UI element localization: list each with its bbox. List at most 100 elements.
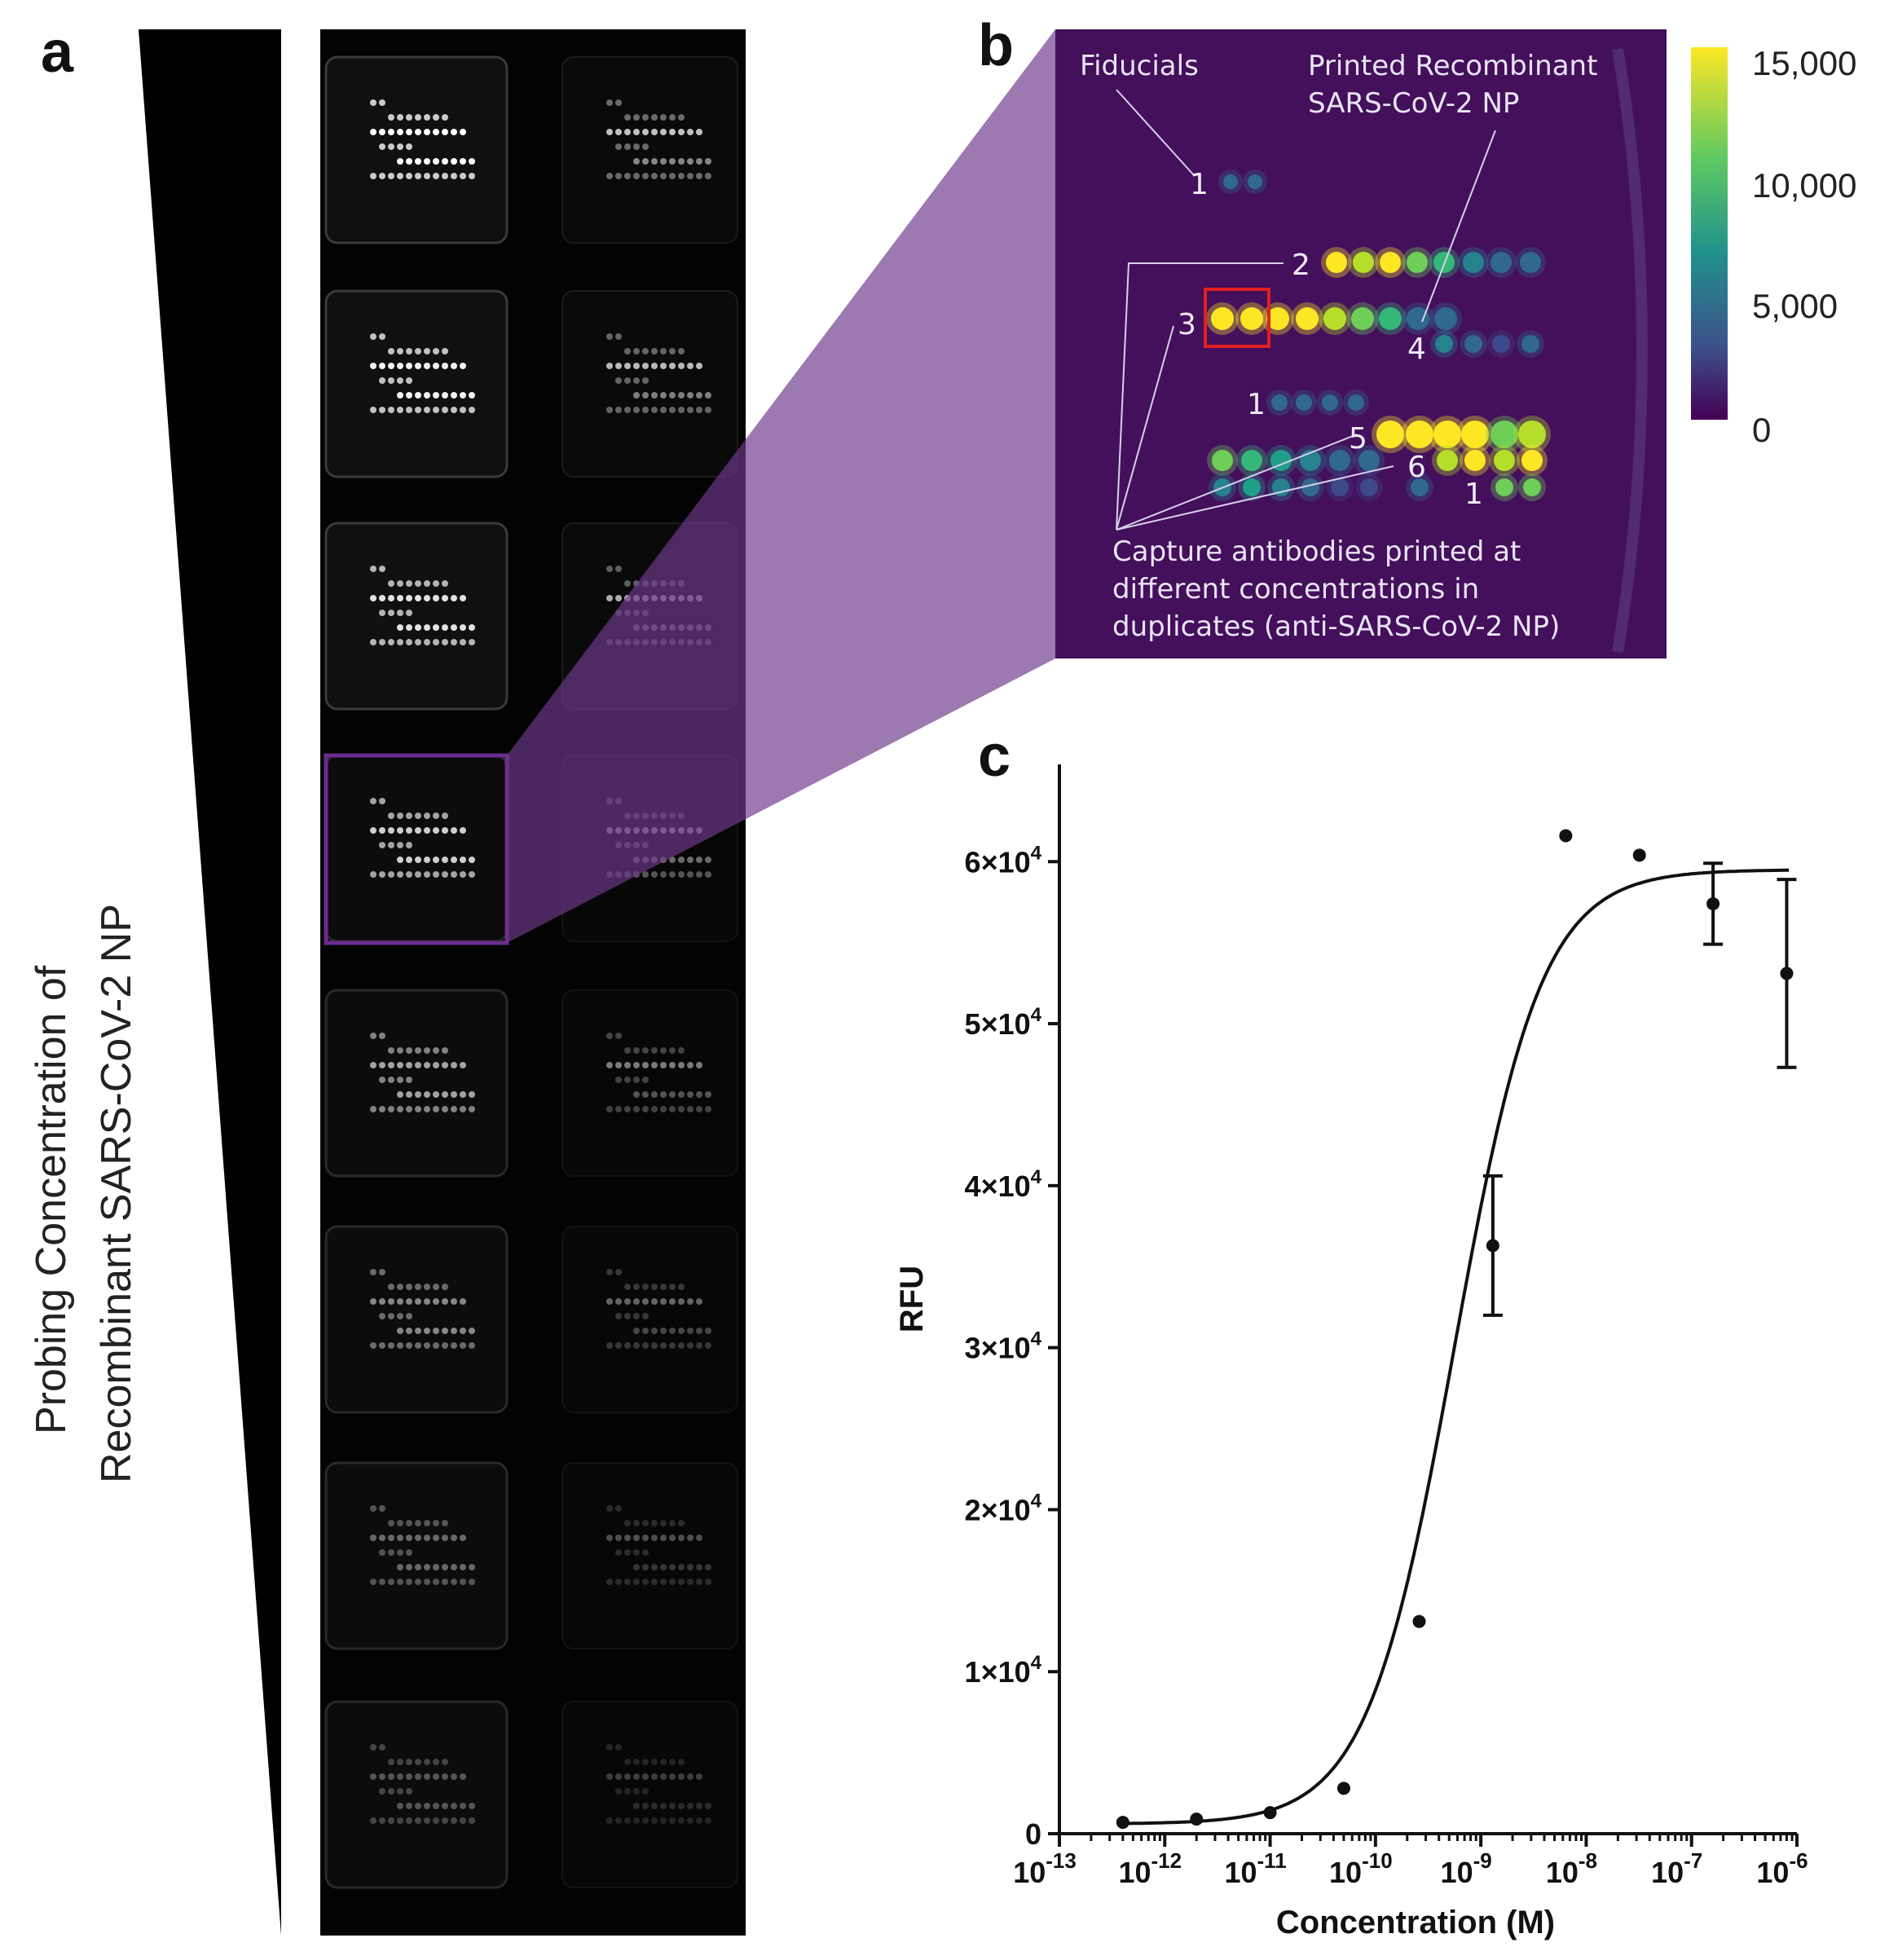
array-spot [651,158,658,165]
array-spot [633,143,640,150]
array-spot [442,595,448,601]
array-spot [642,1062,649,1068]
array-spot [615,1269,622,1275]
array-spot [424,580,430,587]
array-spot [442,1803,448,1809]
array-spot [615,1077,622,1083]
array-spot [397,1077,403,1083]
array-spot [469,1106,475,1112]
row-number-3: 3 [1178,308,1196,341]
array-spot [397,114,403,121]
array-spot [660,392,667,399]
capture-antibody-annotation-line2: different concentrations in [1112,573,1479,606]
array-spot [615,1062,622,1068]
array-spot [379,99,385,106]
array-spot [687,129,694,135]
microarray-chip [324,1700,509,1889]
array-spot [424,639,430,645]
heatmap-spot [1494,450,1515,471]
array-spot [660,363,667,369]
array-spot [642,407,649,413]
array-spot [397,1047,403,1054]
array-spot [379,333,385,340]
array-spot [606,1817,613,1824]
array-spot [687,1817,694,1824]
heatmap-spot [1353,252,1374,273]
row-number-fiducial-bottom: 1 [1464,478,1483,511]
array-spot [415,1284,421,1290]
array-spot [696,129,702,135]
array-spot [415,1579,421,1585]
chip-frame [324,989,509,1178]
array-spot [397,1298,403,1305]
y-tick-label: 2×104 [965,1490,1042,1526]
array-spot [379,1579,385,1585]
y-tick-label: 1×104 [965,1652,1042,1689]
microarray-chip [561,1701,738,1888]
array-spot [406,1047,412,1054]
array-spot [379,1817,385,1824]
array-spot [669,1564,676,1570]
array-spot [460,1773,466,1780]
panel-b-label: b [978,13,1014,78]
array-spot [624,129,631,135]
array-spot [406,580,412,587]
array-spot [606,595,613,601]
array-spot [678,857,685,863]
array-spot [642,1091,649,1098]
array-spot [651,1106,658,1112]
array-spot [624,1549,631,1556]
selected-spot-box [1204,288,1270,348]
array-spot [424,1062,430,1068]
array-spot [406,1773,412,1780]
array-spot [379,798,385,804]
array-spot [388,1284,394,1290]
array-spot [669,1520,676,1526]
array-spot [379,1269,385,1275]
array-spot [606,1298,613,1305]
array-spot [615,377,622,384]
heatmap-spot [1212,450,1233,471]
array-spot [406,871,412,878]
array-spot [451,1773,457,1780]
array-spot [406,363,412,369]
array-spot [424,1284,430,1290]
array-spot [696,1564,702,1570]
array-spot [469,1328,475,1334]
array-spot [669,1106,676,1112]
array-spot [624,143,631,150]
array-spot [424,363,430,369]
array-spot [424,1803,430,1809]
heatmap-spot [1296,307,1319,330]
array-spot [370,99,376,106]
array-spot [397,1106,403,1112]
panel-b: b Fiducials Printed Recombinant SARS-CoV… [978,13,1856,658]
array-spot [433,1759,439,1765]
array-spot [651,1062,658,1068]
array-spot [678,1817,685,1824]
array-spot [397,1284,403,1290]
array-spot [606,1342,613,1349]
microarray-chip [324,522,509,711]
array-spot [379,595,385,601]
array-spot [642,173,649,179]
array-spot [642,348,649,355]
array-spot [388,842,394,848]
array-spot [705,1564,711,1570]
heatmap-spot [1348,394,1364,411]
array-spot [660,1298,667,1305]
array-spot [651,114,658,121]
array-spot [678,158,685,165]
array-spot [424,1773,430,1780]
chip-frame [324,289,509,478]
array-spot [433,1047,439,1054]
array-spot [388,610,394,616]
array-spot [615,1313,622,1319]
array-spot [433,639,439,645]
array-spot [469,871,475,878]
array-spot [424,857,430,863]
array-spot [433,1328,439,1334]
array-spot [424,1106,430,1112]
array-spot [415,1091,421,1098]
array-spot [433,624,439,631]
